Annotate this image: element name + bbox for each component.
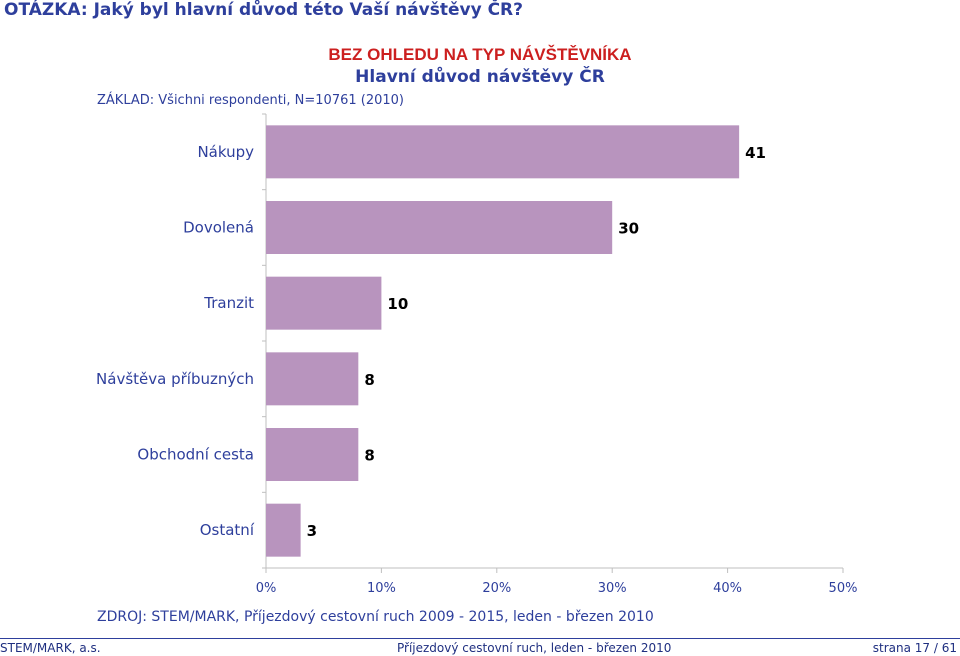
bar xyxy=(266,276,382,330)
source-note: ZDROJ: STEM/MARK, Příjezdový cestovní ru… xyxy=(97,609,654,625)
category-label: Nákupy xyxy=(197,143,254,161)
footer-report-title: Příjezdový cestovní ruch, leden - březen… xyxy=(397,641,672,655)
data-label: 8 xyxy=(364,371,374,389)
x-tick-label: 0% xyxy=(256,581,277,596)
data-label: 10 xyxy=(387,295,408,313)
x-tick-label: 30% xyxy=(598,581,627,596)
footer-company: STEM/MARK, a.s. xyxy=(0,641,101,655)
bar xyxy=(266,352,359,406)
x-tick-label: 10% xyxy=(367,581,396,596)
data-label: 30 xyxy=(618,220,639,238)
category-label: Návštěva příbuzných xyxy=(96,370,254,388)
data-label: 41 xyxy=(745,144,766,162)
data-label: 3 xyxy=(307,522,317,540)
question-text: OTÁZKA: Jaký byl hlavní důvod této Vaší … xyxy=(4,0,524,20)
category-label: Ostatní xyxy=(200,521,255,539)
category-label: Dovolená xyxy=(183,219,254,237)
bar xyxy=(266,428,359,481)
chart-title: Hlavní důvod návštěvy ČR xyxy=(355,67,605,87)
footer-page-number: strana 17 / 61 xyxy=(872,641,957,655)
bar xyxy=(266,125,740,179)
category-label: Tranzit xyxy=(203,294,254,312)
chart-title-segment: BEZ OHLEDU NA TYP NÁVŠTĚVNÍKA xyxy=(328,45,632,64)
data-label: 8 xyxy=(364,447,374,465)
base-note: ZÁKLAD: Všichni respondenti, N=10761 (20… xyxy=(97,93,404,108)
category-label: Obchodní cesta xyxy=(137,446,254,464)
x-tick-label: 50% xyxy=(829,581,858,596)
x-tick-label: 20% xyxy=(482,581,511,596)
bar xyxy=(266,201,613,254)
page-footer: STEM/MARK, a.s. Příjezdový cestovní ruch… xyxy=(0,638,960,656)
x-tick-label: 40% xyxy=(713,581,742,596)
bar xyxy=(266,503,301,557)
